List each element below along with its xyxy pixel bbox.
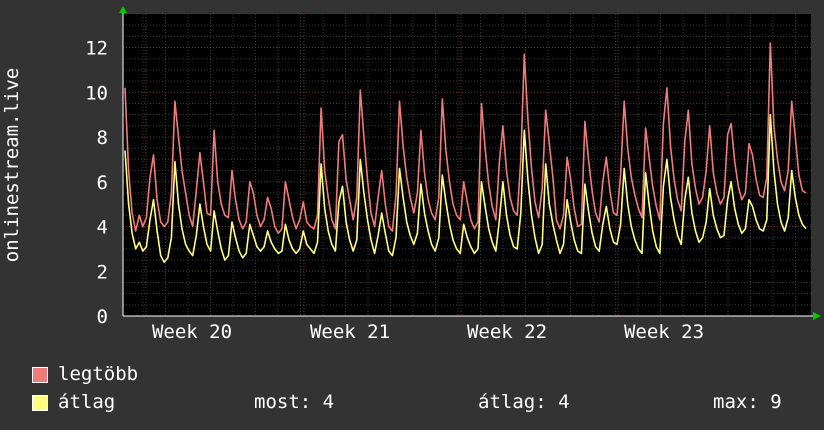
series-line-avg [124, 113, 807, 264]
x-tick-labels: Week 20 Week 21 Week 22 Week 23 [152, 321, 704, 343]
y-tick-label: 2 [97, 261, 108, 283]
y-tick-label: 4 [97, 217, 108, 239]
y-tick-label: 0 [97, 306, 108, 328]
y-tick-label: 12 [85, 38, 108, 60]
x-tick-label: Week 22 [467, 321, 547, 343]
y-axis-arrow [119, 6, 127, 13]
y-tick-label: 10 [85, 82, 108, 104]
series-line-max [124, 42, 807, 234]
plot-area [123, 14, 811, 316]
x-tick-label: Week 20 [152, 321, 232, 343]
y-axis-label: onlinestream.live [1, 68, 23, 262]
y-tick-label: 6 [97, 172, 108, 194]
x-tick-label: Week 23 [624, 321, 704, 343]
y-tick-label: 8 [97, 127, 108, 149]
x-tick-label: Week 21 [310, 321, 390, 343]
grid-major [123, 14, 811, 316]
axes [119, 6, 821, 320]
y-tick-labels: 0 2 4 6 8 10 12 [85, 38, 108, 328]
series-layer [124, 42, 807, 264]
x-axis-arrow [813, 312, 821, 320]
